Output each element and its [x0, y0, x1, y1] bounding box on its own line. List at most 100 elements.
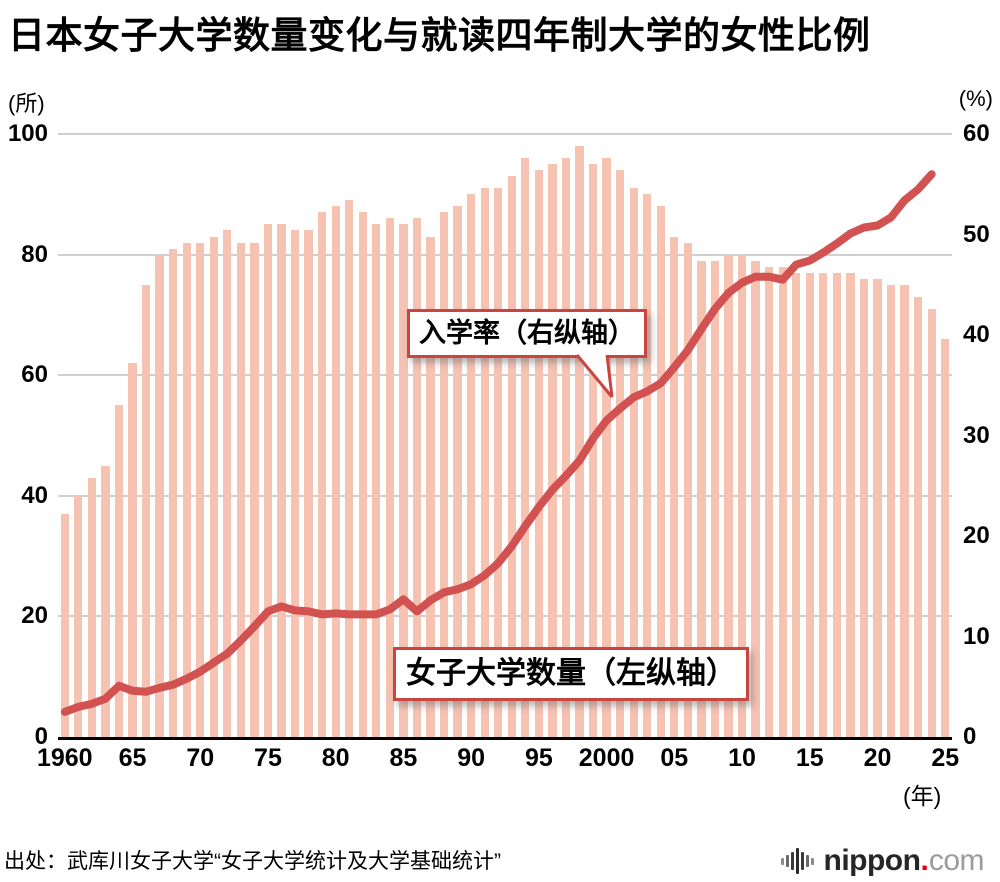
bar-1991	[480, 188, 489, 737]
bar-2020	[873, 278, 882, 737]
bar-2025	[941, 339, 950, 737]
bar-1981	[345, 200, 354, 737]
right-tick-40: 40	[963, 321, 990, 348]
bar-1974	[250, 242, 259, 737]
gridline-40	[58, 494, 952, 497]
bar-2008	[710, 260, 720, 737]
bar-2003	[643, 194, 652, 737]
bar-1972	[223, 230, 232, 737]
bar-1964	[114, 405, 124, 737]
bar-1997	[561, 158, 571, 737]
line-layer	[60, 170, 936, 716]
bar-1961	[74, 495, 83, 737]
bar-2018	[846, 272, 855, 737]
gridline-80	[58, 253, 952, 256]
bar-2002	[629, 188, 638, 737]
bar-2024	[927, 308, 936, 737]
x-axis-unit: (年)	[903, 783, 942, 809]
bar-2005	[670, 236, 679, 737]
logo-dot: .	[920, 844, 929, 877]
callout-pointer	[575, 354, 614, 398]
left-tick-100: 100	[7, 120, 48, 147]
x-tick-2025: 25	[931, 744, 960, 772]
bar-2011	[751, 260, 760, 737]
x-tick-1995: 95	[524, 744, 553, 772]
bar-1976	[277, 224, 286, 737]
plot-area	[58, 133, 952, 740]
enrollment-rate-line	[60, 170, 936, 716]
bar-1998	[575, 146, 584, 737]
x-tick-2010: 10	[728, 744, 756, 772]
bar-2023	[913, 296, 923, 737]
x-tick-2005: 05	[660, 744, 689, 772]
x-tick-2000: 2000	[578, 744, 635, 772]
logo-text-com: com	[928, 844, 985, 877]
line-callout-label: 入学率（右纵轴）	[407, 309, 647, 358]
x-tick-1990: 90	[457, 744, 486, 772]
x-tick-2015: 15	[795, 744, 824, 772]
bar-1988	[439, 212, 449, 737]
bar-2014	[792, 272, 801, 737]
bar-1967	[155, 254, 164, 737]
bar-2017	[832, 272, 841, 737]
source-note: 出处：武库川女子大学“女子大学统计及大学基础统计”	[4, 850, 501, 873]
bar-1989	[453, 206, 462, 737]
bar-1963	[101, 465, 110, 737]
x-tick-1965: 65	[118, 744, 147, 772]
bar-2007	[697, 260, 706, 737]
bar-2001	[615, 170, 625, 737]
nippon-logo: nippon . com	[780, 843, 985, 879]
bar-1969	[182, 242, 191, 737]
bar-1970	[196, 242, 205, 737]
bar-1990	[466, 194, 476, 737]
bar-1994	[521, 158, 530, 737]
bar-1987	[426, 236, 435, 737]
bar-1984	[385, 218, 394, 737]
bar-2022	[900, 284, 909, 737]
bar-1975	[263, 224, 273, 737]
soundwave-bars-icon	[780, 848, 816, 874]
bar-2000	[602, 158, 611, 737]
left-tick-40: 40	[21, 481, 48, 509]
right-tick-0: 0	[963, 723, 977, 750]
bar-1978	[304, 230, 313, 737]
left-tick-60: 60	[21, 361, 48, 389]
bar-1996	[548, 164, 557, 737]
bar-1985	[399, 224, 408, 737]
x-tick-1970: 70	[186, 744, 215, 772]
left-axis-unit: (所)	[8, 91, 45, 116]
gridline-60	[58, 374, 952, 377]
x-tick-2020: 20	[863, 744, 892, 772]
bar-2019	[859, 278, 869, 737]
left-tick-0: 0	[34, 723, 48, 750]
right-tick-50: 50	[963, 220, 990, 248]
gridline-20	[58, 615, 952, 618]
bar-1971	[209, 236, 218, 737]
left-tick-80: 80	[21, 240, 48, 268]
bar-callout-label: 女子大学数量（左纵轴）	[393, 647, 749, 701]
x-tick-1960: 1960	[36, 744, 93, 772]
bar-1982	[358, 212, 367, 737]
bar-2021	[886, 284, 896, 737]
bar-1965	[128, 363, 137, 737]
left-tick-20: 20	[21, 602, 48, 630]
logo-text-nippon: nippon	[823, 844, 921, 877]
bar-1966	[141, 284, 151, 737]
bar-1995	[534, 170, 543, 737]
bar-1962	[87, 477, 96, 737]
bar-1999	[588, 164, 598, 737]
bar-2004	[656, 206, 665, 737]
x-tick-1975: 75	[254, 744, 282, 772]
bar-1977	[290, 230, 300, 737]
bar-1993	[507, 176, 516, 737]
bar-1983	[372, 224, 381, 737]
bar-2006	[683, 242, 692, 737]
right-tick-10: 10	[963, 622, 990, 650]
chart-title: 日本女子大学数量变化与就读四年制大学的女性比例	[8, 15, 871, 56]
bar-1986	[412, 218, 422, 737]
bar-2015	[805, 272, 814, 737]
bar-1992	[494, 188, 503, 737]
bar-1979	[317, 212, 327, 737]
bar-1980	[331, 206, 340, 737]
